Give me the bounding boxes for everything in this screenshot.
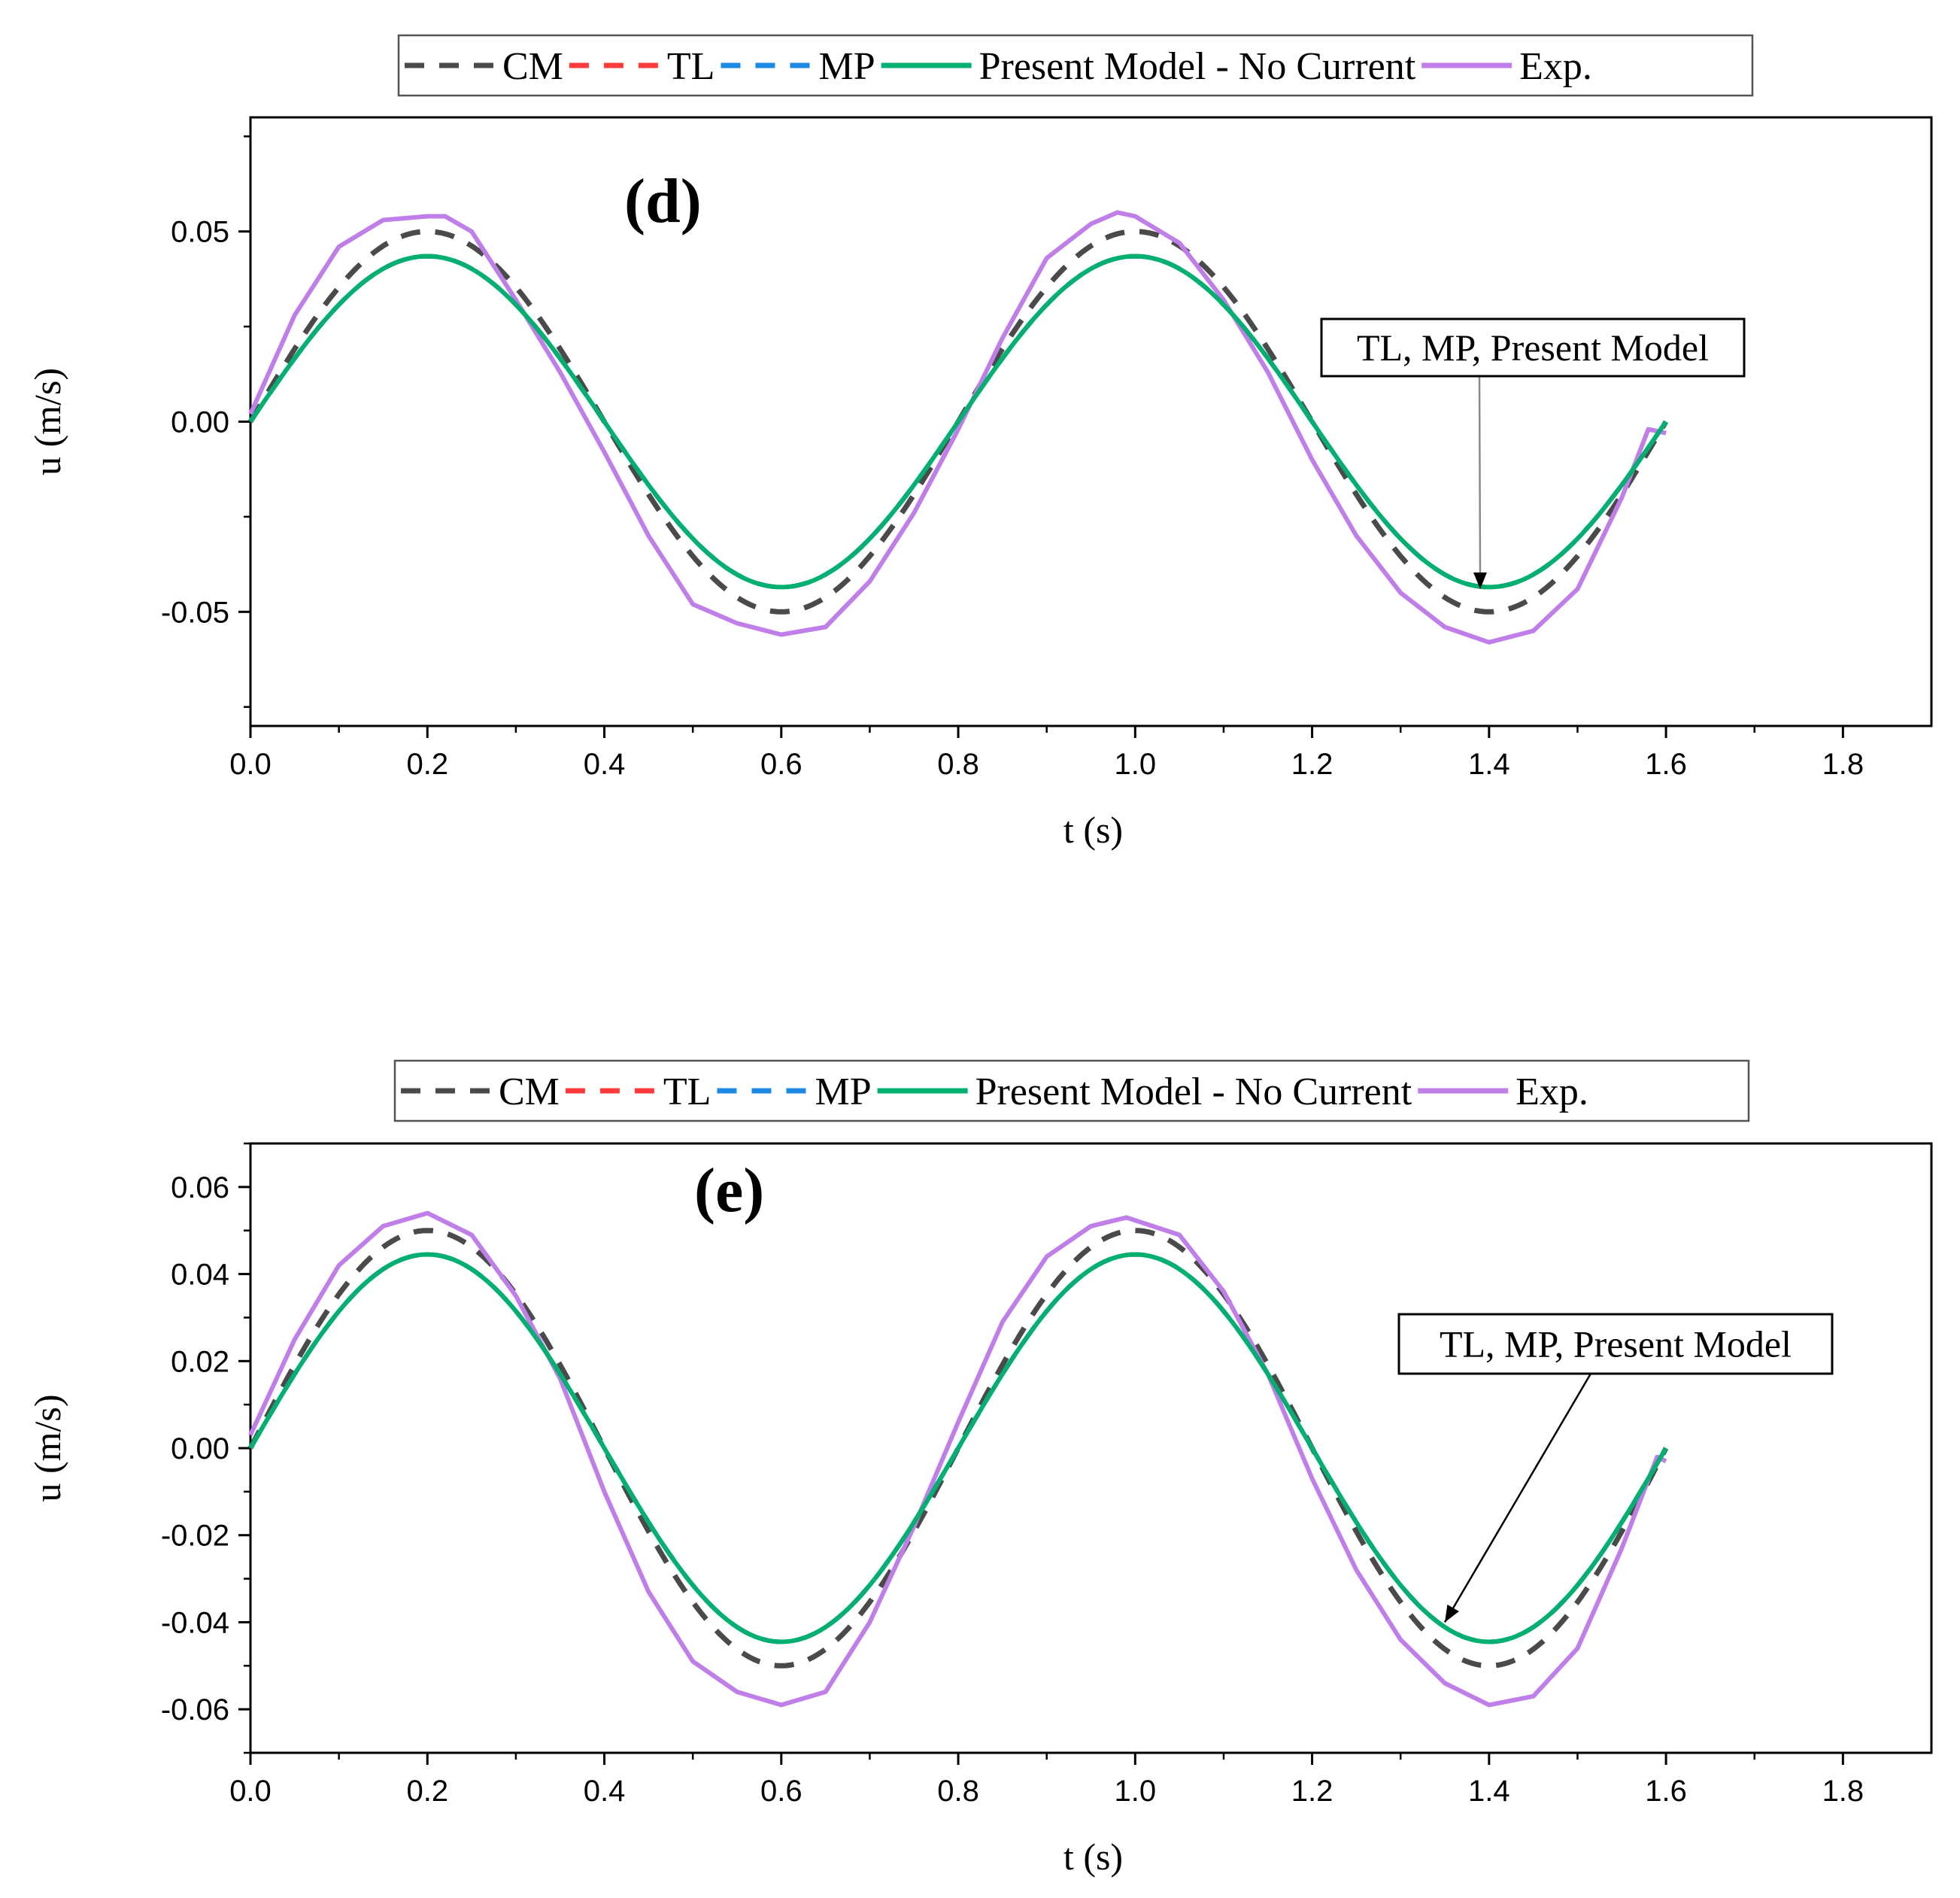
- legend-label-exp: Exp.: [1516, 1070, 1588, 1113]
- series-exp-line: [248, 1210, 1667, 1708]
- annotation-arrowhead: [1473, 572, 1487, 589]
- x-tick-label: 0.2: [406, 1775, 448, 1808]
- x-tick-label: 1.8: [1822, 748, 1864, 781]
- y-tick-label: 0.04: [171, 1259, 229, 1292]
- legend-label-mp: MP: [815, 1070, 871, 1113]
- y-tick-label: -0.06: [161, 1693, 229, 1726]
- panel-e: 0.0 0.2 0.4 0.6 0.8 1.0 1.2 1.4 1.6 1.8 -0.06 -0.04…: [26, 1059, 1933, 1878]
- x-tick-label: 1.6: [1645, 1775, 1687, 1808]
- y-tick-label: -0.04: [161, 1606, 229, 1639]
- legend-label-tl: TL: [663, 1070, 711, 1113]
- legend-label-mp: MP: [818, 45, 875, 88]
- x-tick-label: 1.6: [1645, 748, 1687, 781]
- legend-box: [397, 34, 1754, 97]
- annotation-text: TL, MP, Present Model: [1357, 326, 1709, 369]
- annotation-box: [1320, 317, 1746, 378]
- x-axis-title: t (s): [1063, 1836, 1123, 1878]
- plot-frame: [249, 116, 1933, 727]
- x-tick-label: 1.0: [1115, 1775, 1157, 1808]
- panel-label: (e): [694, 1156, 764, 1225]
- annotation-arrow-line: [1478, 375, 1482, 589]
- y-axis-title: u (m/s): [26, 368, 68, 475]
- y-tick-label: 0.05: [171, 216, 229, 249]
- x-tick-label: 1.2: [1291, 1775, 1333, 1808]
- x-tick-label: 0.8: [937, 1775, 979, 1808]
- y-tick-label: 0.06: [171, 1171, 229, 1204]
- legend-label-exp: Exp.: [1519, 45, 1592, 88]
- x-tick-label: 1.8: [1822, 1775, 1864, 1808]
- x-tick-label: 1.2: [1291, 748, 1333, 781]
- x-tick-label: 0.6: [760, 1775, 803, 1808]
- plot-frame: [249, 1142, 1933, 1754]
- annotation-arrowhead: [1445, 1604, 1459, 1623]
- series-cm-line: [247, 1228, 1669, 1669]
- x-tick-label: 0.4: [584, 748, 626, 781]
- y-tick-label: 0.00: [171, 406, 229, 439]
- legend-box: [393, 1059, 1750, 1122]
- x-tick-label: 0.8: [937, 748, 979, 781]
- x-tick-label: 0.6: [760, 748, 803, 781]
- x-tick-label: 1.4: [1468, 748, 1510, 781]
- series-present-model-no-current-line: [248, 254, 1668, 590]
- legend-label-present-model-no-current: Present Model - No Current: [975, 1070, 1412, 1113]
- y-tick-label: 0.00: [171, 1432, 229, 1465]
- x-tick-label: 1.4: [1468, 1775, 1510, 1808]
- x-tick-label: 0.0: [229, 748, 272, 781]
- annotation-text: TL, MP, Present Model: [1440, 1323, 1792, 1365]
- legend-label-tl: TL: [667, 45, 715, 88]
- panel-d: 0.0 0.2 0.4 0.6 0.8 1.0 1.2 1.4 1.6 1.8 -0.05 0.00 0…: [26, 34, 1933, 851]
- x-tick-label: 0.2: [406, 748, 448, 781]
- panel-label: (d): [624, 166, 702, 236]
- annotation-arrow-line: [1443, 1373, 1592, 1623]
- series-exp-line: [248, 210, 1667, 645]
- series-present-model-no-current-line: [248, 1252, 1668, 1644]
- annotation-box: [1397, 1313, 1834, 1375]
- legend-label-present-model-no-current: Present Model - No Current: [979, 45, 1416, 88]
- y-axis-title: u (m/s): [26, 1394, 68, 1502]
- x-tick-label: 0.4: [584, 1775, 626, 1808]
- y-tick-label: 0.02: [171, 1345, 229, 1378]
- x-axis-title: t (s): [1063, 809, 1123, 851]
- y-tick-label: -0.05: [161, 596, 229, 629]
- x-tick-label: 1.0: [1115, 748, 1157, 781]
- legend-label-cm: CM: [499, 1070, 560, 1113]
- y-tick-label: -0.02: [161, 1520, 229, 1553]
- legend-label-cm: CM: [502, 45, 563, 88]
- x-tick-label: 0.0: [229, 1775, 272, 1808]
